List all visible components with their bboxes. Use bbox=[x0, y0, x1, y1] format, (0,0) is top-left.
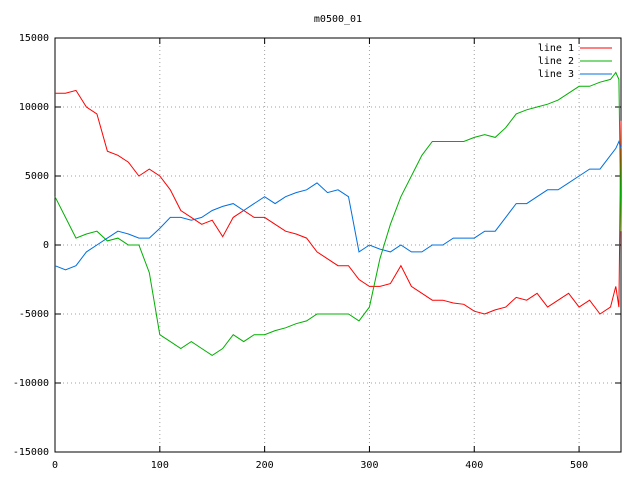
x-tick-label: 200 bbox=[256, 460, 274, 471]
y-tick-label: -10000 bbox=[13, 378, 49, 389]
y-tick-label: 10000 bbox=[19, 102, 49, 113]
x-tick-label: 500 bbox=[570, 460, 588, 471]
y-tick-label: -5000 bbox=[19, 309, 49, 320]
y-tick-label: -15000 bbox=[13, 447, 49, 458]
y-tick-label: 5000 bbox=[25, 171, 49, 182]
x-tick-label: 0 bbox=[52, 460, 58, 471]
legend-label: line 1 bbox=[538, 43, 574, 54]
chart-title: m0500_01 bbox=[314, 14, 362, 25]
x-tick-label: 100 bbox=[151, 460, 169, 471]
x-tick-label: 300 bbox=[360, 460, 378, 471]
y-tick-label: 15000 bbox=[19, 33, 49, 44]
plot-frame bbox=[54, 37, 622, 453]
legend-label: line 3 bbox=[538, 69, 574, 80]
series-line bbox=[54, 140, 622, 271]
x-tick-label: 400 bbox=[465, 460, 483, 471]
legend-label: line 2 bbox=[538, 56, 574, 67]
series-line bbox=[55, 89, 622, 315]
series-line bbox=[54, 71, 622, 356]
y-tick-label: 0 bbox=[43, 240, 49, 251]
